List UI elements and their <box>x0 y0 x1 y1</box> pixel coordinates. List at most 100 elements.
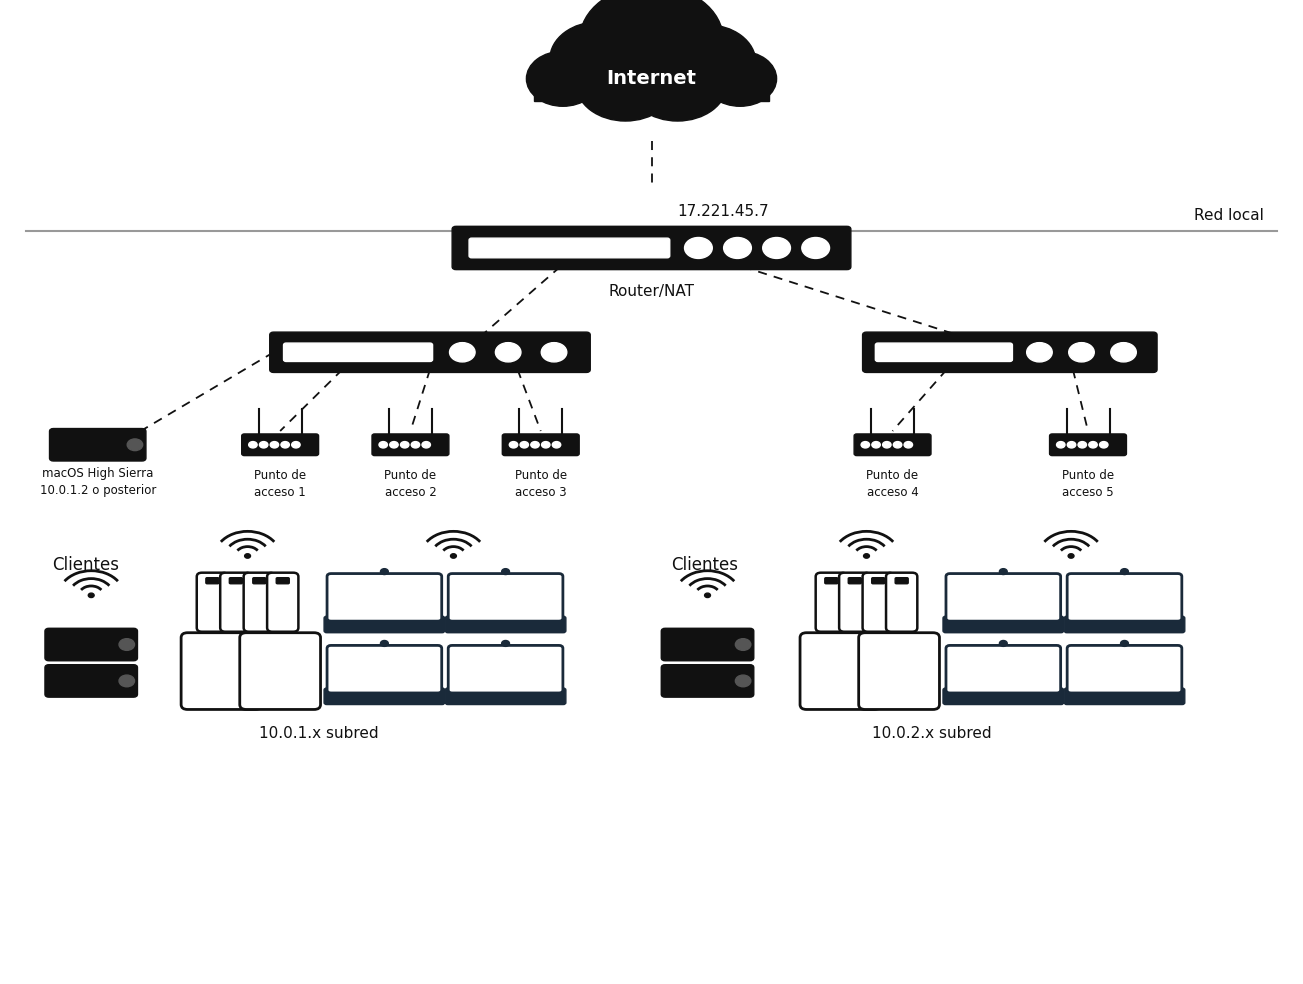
FancyBboxPatch shape <box>229 578 242 584</box>
FancyBboxPatch shape <box>240 633 321 709</box>
Circle shape <box>704 51 777 106</box>
Circle shape <box>89 593 94 597</box>
Circle shape <box>119 675 134 687</box>
FancyBboxPatch shape <box>1067 574 1182 621</box>
Circle shape <box>379 442 387 448</box>
Text: Punto de
acceso 4: Punto de acceso 4 <box>866 469 919 499</box>
FancyBboxPatch shape <box>839 573 870 632</box>
Circle shape <box>495 342 521 362</box>
Circle shape <box>1110 342 1136 362</box>
FancyBboxPatch shape <box>327 646 442 693</box>
FancyBboxPatch shape <box>267 573 298 632</box>
FancyBboxPatch shape <box>886 573 917 632</box>
Circle shape <box>259 442 268 448</box>
FancyBboxPatch shape <box>859 633 939 709</box>
FancyBboxPatch shape <box>50 428 146 461</box>
Text: Punto de
acceso 2: Punto de acceso 2 <box>384 469 437 499</box>
Circle shape <box>1100 442 1108 448</box>
Text: macOS High Sierra: macOS High Sierra <box>42 467 154 480</box>
Circle shape <box>450 342 476 362</box>
FancyBboxPatch shape <box>943 616 1063 633</box>
Text: Router/NAT: Router/NAT <box>609 284 694 299</box>
FancyBboxPatch shape <box>448 646 563 693</box>
Text: Punto de
acceso 1: Punto de acceso 1 <box>254 469 306 499</box>
Circle shape <box>735 639 751 650</box>
FancyBboxPatch shape <box>206 578 219 584</box>
Circle shape <box>245 554 250 558</box>
Circle shape <box>520 442 529 448</box>
FancyBboxPatch shape <box>181 633 262 709</box>
Circle shape <box>128 439 143 451</box>
Circle shape <box>1027 342 1053 362</box>
FancyBboxPatch shape <box>943 688 1063 705</box>
Circle shape <box>1067 442 1076 448</box>
FancyBboxPatch shape <box>502 434 579 456</box>
Circle shape <box>390 442 399 448</box>
Circle shape <box>451 554 456 558</box>
FancyBboxPatch shape <box>1065 616 1184 633</box>
FancyBboxPatch shape <box>946 646 1061 693</box>
Circle shape <box>576 46 675 121</box>
FancyBboxPatch shape <box>452 226 851 270</box>
Circle shape <box>542 442 550 448</box>
Text: 10.0.1.2 o posterior: 10.0.1.2 o posterior <box>39 484 156 497</box>
FancyBboxPatch shape <box>1049 434 1126 456</box>
Circle shape <box>412 442 420 448</box>
FancyBboxPatch shape <box>469 238 670 258</box>
Circle shape <box>119 639 134 650</box>
FancyBboxPatch shape <box>534 77 769 101</box>
Circle shape <box>801 237 830 259</box>
FancyBboxPatch shape <box>876 343 1012 361</box>
Circle shape <box>249 442 257 448</box>
FancyBboxPatch shape <box>863 332 1157 372</box>
Circle shape <box>580 0 723 93</box>
FancyBboxPatch shape <box>44 629 138 661</box>
FancyBboxPatch shape <box>327 574 442 621</box>
Circle shape <box>861 442 869 448</box>
FancyBboxPatch shape <box>946 574 1061 621</box>
FancyBboxPatch shape <box>220 573 251 632</box>
Text: Red local: Red local <box>1194 209 1264 223</box>
FancyBboxPatch shape <box>825 578 838 584</box>
Text: 17.221.45.7: 17.221.45.7 <box>678 204 769 218</box>
Circle shape <box>1068 554 1074 558</box>
Circle shape <box>735 675 751 687</box>
FancyBboxPatch shape <box>1065 688 1184 705</box>
FancyBboxPatch shape <box>855 434 932 456</box>
Circle shape <box>657 25 756 99</box>
Circle shape <box>526 51 599 106</box>
Circle shape <box>904 442 912 448</box>
Circle shape <box>1121 569 1128 575</box>
Circle shape <box>400 442 409 448</box>
Circle shape <box>281 442 289 448</box>
Text: Internet: Internet <box>606 69 697 89</box>
FancyBboxPatch shape <box>242 434 318 456</box>
FancyBboxPatch shape <box>44 665 138 697</box>
FancyBboxPatch shape <box>244 573 275 632</box>
Circle shape <box>292 442 300 448</box>
FancyBboxPatch shape <box>276 578 289 584</box>
Text: 10.0.1.x subred: 10.0.1.x subred <box>259 726 379 741</box>
Circle shape <box>380 641 388 646</box>
Circle shape <box>684 237 713 259</box>
Circle shape <box>1057 442 1065 448</box>
FancyBboxPatch shape <box>662 629 753 661</box>
Circle shape <box>550 22 649 96</box>
FancyBboxPatch shape <box>895 578 908 584</box>
Circle shape <box>1068 342 1095 362</box>
FancyBboxPatch shape <box>373 434 448 456</box>
Circle shape <box>999 569 1007 575</box>
FancyBboxPatch shape <box>446 616 566 633</box>
Circle shape <box>1078 442 1087 448</box>
FancyBboxPatch shape <box>324 616 444 633</box>
Circle shape <box>999 641 1007 646</box>
Text: 10.0.2.x subred: 10.0.2.x subred <box>872 726 992 741</box>
Circle shape <box>530 442 539 448</box>
Circle shape <box>864 554 869 558</box>
Circle shape <box>509 442 517 448</box>
FancyBboxPatch shape <box>284 343 433 361</box>
FancyBboxPatch shape <box>662 665 753 697</box>
FancyBboxPatch shape <box>1067 646 1182 693</box>
FancyBboxPatch shape <box>270 332 590 372</box>
FancyBboxPatch shape <box>448 574 563 621</box>
